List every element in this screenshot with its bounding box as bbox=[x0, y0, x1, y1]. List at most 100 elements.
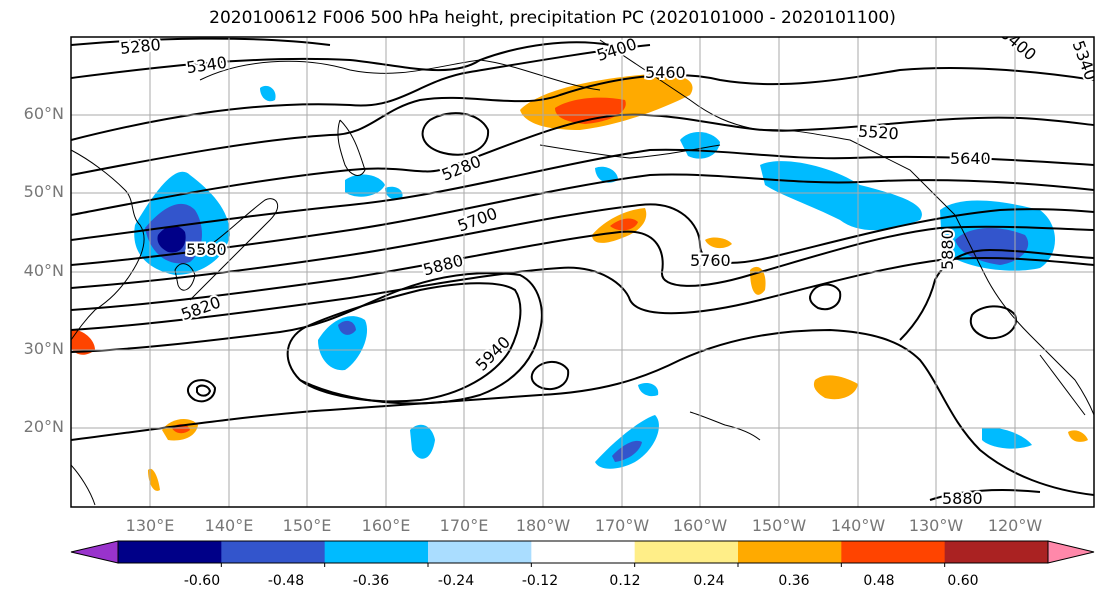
contour-label: 5640 bbox=[950, 149, 991, 168]
contour-high-small-inner bbox=[196, 384, 212, 397]
graticule bbox=[71, 37, 1094, 507]
contour-5880 bbox=[71, 272, 543, 405]
coastlines bbox=[71, 39, 1094, 506]
colorbar-extend-low bbox=[70, 540, 119, 564]
precip-positive-small-2 bbox=[1068, 430, 1088, 442]
coastline-philippines bbox=[71, 464, 96, 506]
lon-label-140e: 140°E bbox=[204, 516, 254, 535]
colorbar-bin bbox=[324, 541, 429, 563]
precip-positive-west-edge bbox=[71, 329, 95, 355]
colorbar-bin bbox=[634, 541, 739, 563]
lon-label-160e: 160°E bbox=[361, 516, 411, 535]
lon-label-120w: 120°W bbox=[987, 516, 1043, 535]
contour-label: 5880 bbox=[942, 489, 983, 508]
colorbar-bin bbox=[531, 541, 636, 563]
contour-high-small bbox=[186, 379, 217, 403]
contour-5880-east bbox=[899, 248, 1094, 341]
contour-5700 bbox=[71, 203, 1094, 289]
coastline-asia bbox=[71, 149, 145, 341]
precip-positive-mid-core bbox=[610, 218, 638, 231]
precip-positive-small-1 bbox=[705, 237, 732, 249]
colorbar-bin bbox=[841, 541, 946, 563]
precip-negative-east-asia-max bbox=[157, 225, 186, 253]
colorbar-tick-label: -0.36 bbox=[352, 573, 390, 589]
colorbar-bin bbox=[738, 541, 842, 563]
precip-negative-east-tropics bbox=[982, 427, 1032, 449]
lat-label-20n: 20°N bbox=[23, 417, 64, 436]
precip-negative-gulf-alaska bbox=[760, 161, 922, 231]
colorbar-bin bbox=[428, 541, 532, 563]
lat-label-60n: 60°N bbox=[23, 104, 64, 123]
colorbar bbox=[70, 540, 1095, 567]
lat-label-50n: 50°N bbox=[23, 182, 64, 201]
colorbar-bin bbox=[944, 541, 1049, 563]
precip-negative-central-pacific bbox=[595, 415, 659, 469]
coastline-siberia bbox=[199, 59, 601, 91]
coastline-baja bbox=[1039, 354, 1086, 416]
lat-label-30n: 30°N bbox=[23, 339, 64, 358]
contour-5820 bbox=[71, 256, 1094, 331]
contour-5940 bbox=[286, 282, 522, 403]
contour-label: 5400 bbox=[594, 34, 639, 65]
colorbar-tick-label: -0.24 bbox=[437, 573, 475, 589]
precip-positive-east bbox=[813, 375, 858, 400]
contour-label: 5280 bbox=[439, 152, 484, 185]
lon-label-130e: 130°E bbox=[125, 516, 175, 535]
precip-negative-subtropic-west-core bbox=[338, 320, 356, 335]
contour-label: 5400 bbox=[996, 24, 1039, 65]
coastline-west-coast bbox=[954, 214, 1094, 416]
contour-5280-north bbox=[71, 37, 331, 46]
colorbar-tick-label: 0.60 bbox=[947, 573, 979, 589]
colorbar-tick-label: 0.48 bbox=[863, 573, 895, 589]
lon-label-170e: 170°E bbox=[439, 516, 489, 535]
coastline-hawaii bbox=[689, 411, 761, 441]
map-frame bbox=[70, 36, 1095, 508]
precip-negative-kamchatka bbox=[345, 174, 385, 197]
precip-negative-western-tropics bbox=[410, 424, 435, 459]
contour-5880-south bbox=[71, 328, 1094, 496]
precip-negative-mid bbox=[595, 166, 618, 183]
colorbar-tick-label: -0.12 bbox=[521, 573, 559, 589]
colorbar-tick-label: 0.12 bbox=[609, 573, 641, 589]
lon-label-150w: 150°W bbox=[751, 516, 807, 535]
colorbar-tick-label: 0.24 bbox=[693, 573, 725, 589]
contour-5280-low bbox=[421, 112, 490, 156]
contour-southeast bbox=[929, 489, 1041, 501]
contour-label: 5760 bbox=[690, 251, 731, 270]
map-title: 2020100612 F006 500 hPa height, precipit… bbox=[209, 8, 896, 28]
contour-label: 5340 bbox=[185, 53, 228, 77]
contour-5640 bbox=[71, 173, 1094, 266]
precip-positive-small-3 bbox=[148, 468, 160, 491]
lon-label-160w: 160°W bbox=[672, 516, 728, 535]
precip-positive-bering-core bbox=[555, 97, 626, 124]
contour-label: 5520 bbox=[857, 121, 899, 143]
contour-label: 5460 bbox=[645, 63, 686, 82]
contour-5520 bbox=[71, 113, 1094, 216]
contour-label: 5580 bbox=[186, 240, 227, 259]
contour-label: 5700 bbox=[455, 204, 500, 236]
lon-label-150e: 150°E bbox=[282, 516, 332, 535]
colorbar-bin bbox=[118, 541, 222, 563]
colorbar-bin bbox=[221, 541, 326, 563]
lon-label-170w: 170°W bbox=[594, 516, 650, 535]
contour-high-east-2 bbox=[969, 305, 1017, 340]
lon-label-140w: 140°W bbox=[830, 516, 886, 535]
contour-5460 bbox=[71, 67, 1094, 176]
colorbar-tick-label: -0.60 bbox=[183, 573, 221, 589]
contour-label: 5880 bbox=[1093, 421, 1105, 462]
colorbar-tick-label: 0.36 bbox=[778, 573, 810, 589]
precip-negative-central-pacific-core bbox=[612, 440, 642, 462]
colorbar-tick-label: -0.48 bbox=[267, 573, 305, 589]
height-contours bbox=[71, 37, 1094, 501]
contour-high-small-2 bbox=[530, 361, 570, 390]
contour-5400 bbox=[71, 44, 651, 141]
contour-label: 5820 bbox=[178, 292, 223, 324]
precip-negative-west-coast-core bbox=[955, 228, 1029, 265]
colorbar-frame bbox=[117, 540, 1049, 564]
coastline-kamchatka bbox=[337, 119, 366, 176]
contour-5580 bbox=[71, 148, 1094, 241]
lon-label-130w: 130°W bbox=[908, 516, 964, 535]
contour-5760 bbox=[71, 225, 1094, 311]
colorbar-extend-high bbox=[1047, 540, 1095, 564]
precip-negative-hawaii bbox=[638, 383, 659, 397]
